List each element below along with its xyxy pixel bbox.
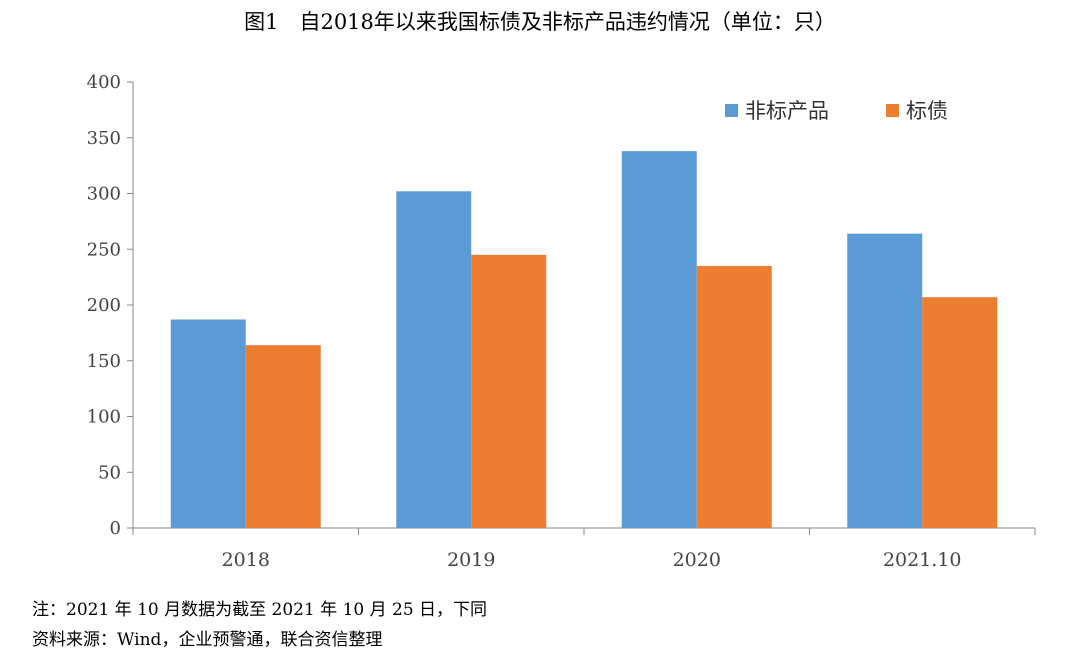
x-tick-label: 2019 — [447, 549, 495, 571]
bar-标债-2021.10 — [922, 297, 998, 528]
y-tick-label: 350 — [87, 128, 121, 149]
chart-title: 图1 自2018年以来我国标债及非标产品违约情况（单位：只） — [244, 10, 836, 34]
x-tick-label: 2018 — [222, 549, 270, 571]
bar-非标产品-2019 — [396, 191, 472, 528]
legend-swatch — [886, 104, 899, 117]
y-tick-label: 50 — [98, 462, 121, 483]
footnote: 注：2021 年 10 月数据为截至 2021 年 10 月 25 日，下同 — [32, 600, 488, 620]
y-tick-label: 400 — [87, 72, 121, 93]
y-tick-label: 100 — [87, 407, 121, 428]
x-tick-label: 2020 — [673, 549, 721, 571]
y-tick-label: 250 — [87, 239, 121, 260]
bar-标债-2018 — [245, 345, 321, 528]
legend-label: 非标产品 — [745, 99, 829, 123]
bar-chart: 0 50 100 150 200 250 300 350 400 2018 2019 2020 2021… — [87, 72, 1036, 571]
source-note: 资料来源：Wind，企业预警通，联合资信整理 — [32, 630, 383, 650]
bar-非标产品-2020 — [621, 151, 697, 528]
bar-标债-2020 — [696, 265, 772, 528]
legend-swatch — [725, 104, 738, 117]
bar-标债-2019 — [471, 254, 547, 528]
y-tick-label: 150 — [87, 351, 121, 372]
y-tick-label: 0 — [110, 518, 121, 539]
y-tick-label: 300 — [87, 184, 121, 205]
bar-非标产品-2021.10 — [847, 233, 923, 528]
y-tick-label: 200 — [87, 295, 121, 316]
x-tick-label: 2021.10 — [883, 549, 962, 571]
bar-非标产品-2018 — [170, 319, 246, 528]
legend-label: 标债 — [906, 99, 948, 123]
